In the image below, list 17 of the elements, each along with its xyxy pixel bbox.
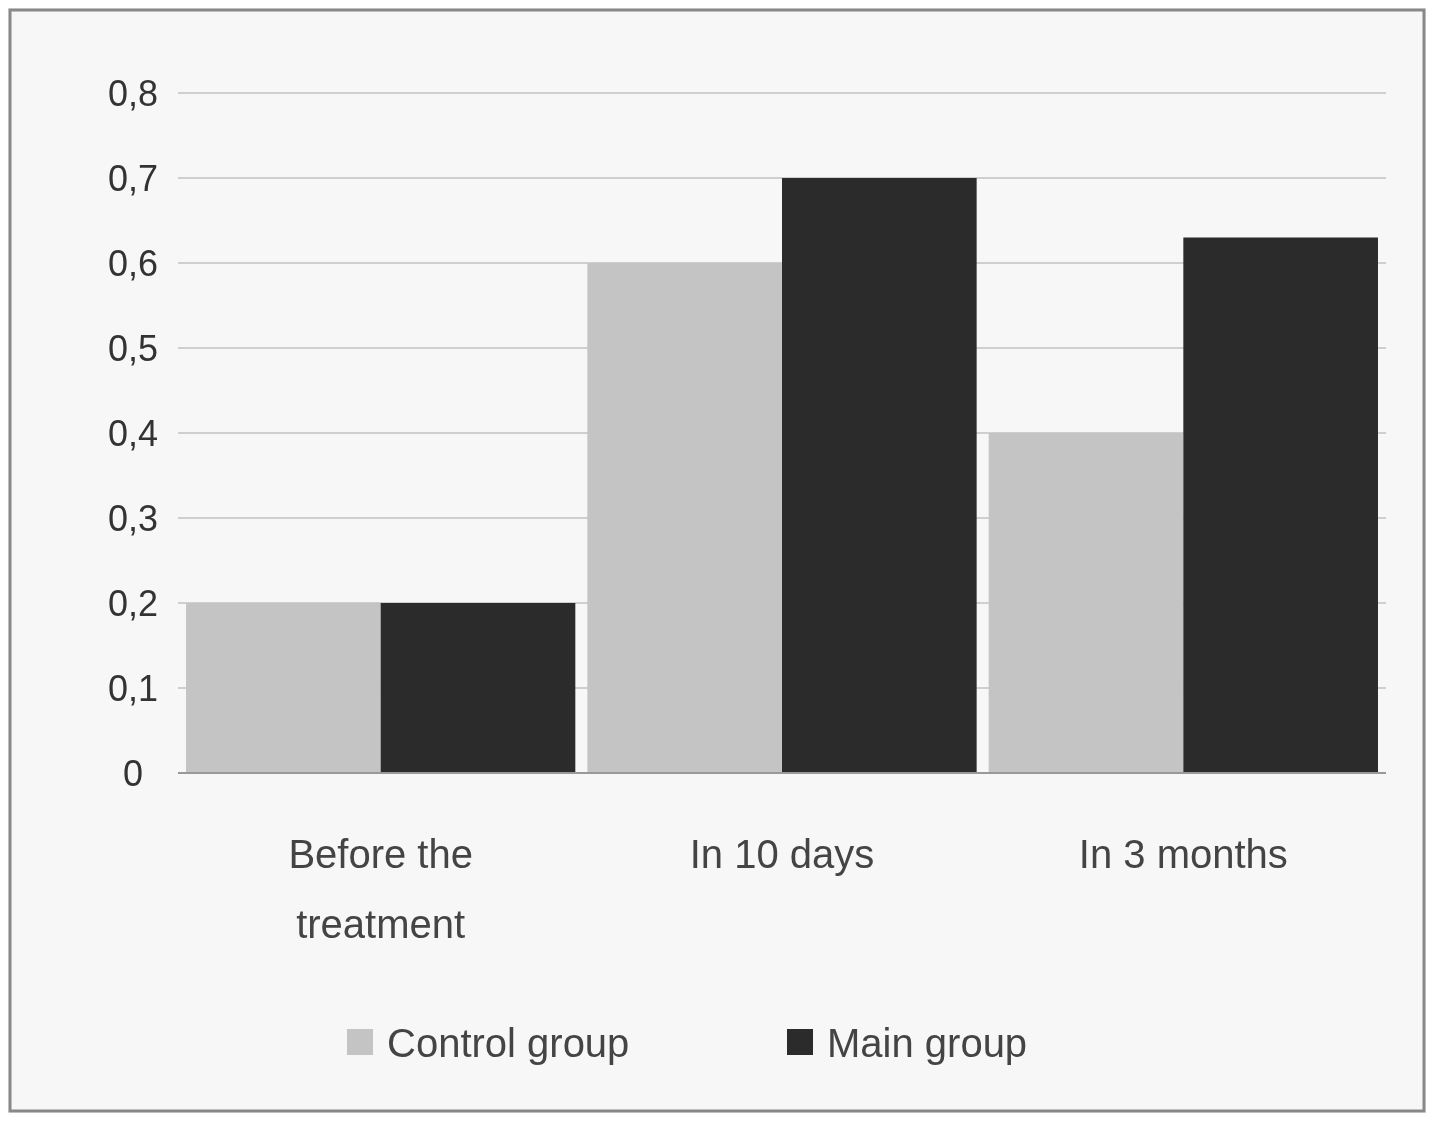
y-tick-label: 0,1: [107, 667, 159, 709]
legend-label: Control group: [387, 1021, 630, 1065]
y-tick-label: 0,4: [107, 412, 159, 454]
legend-label: Main group: [827, 1021, 1028, 1065]
x-tick-label: In 3 months: [1078, 832, 1288, 876]
x-tick-label: In 10 days: [689, 832, 875, 876]
bar: [782, 178, 977, 773]
y-tick-label: 0,3: [107, 497, 159, 539]
bar: [1183, 237, 1378, 773]
y-tick-label: 0,5: [107, 327, 159, 369]
y-tick-label: 0,6: [107, 242, 159, 284]
y-tick-label: 0,7: [107, 157, 159, 199]
bar: [380, 603, 576, 773]
y-tick-label: 0,2: [107, 582, 159, 624]
x-tick-label: Before the treatment: [288, 832, 473, 946]
y-tick-label: 0,8: [107, 72, 159, 114]
y-tick-label: 0: [122, 752, 144, 794]
